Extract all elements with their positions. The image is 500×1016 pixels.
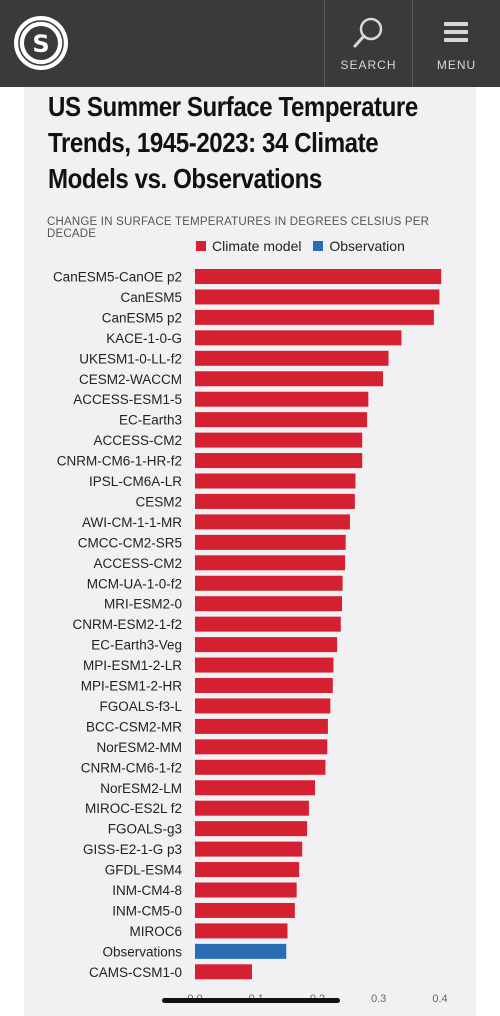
category-label: NorESM2-LM [100,781,182,796]
legend-item-climate-model: Climate model [196,238,301,254]
category-label: KACE-1-0-G [106,331,182,346]
category-label: MPI-ESM1-2-LR [83,658,182,673]
climate-model-bar [195,739,328,755]
climate-model-bar [195,596,342,612]
category-label: ACCESS-CM2 [93,433,182,448]
x-tick-label: 0.4 [432,993,447,1005]
legend-label-observation: Observation [329,238,405,254]
category-label: Observations [102,944,182,959]
climate-model-bar [195,759,326,775]
category-label: NorESM2-MM [96,740,182,755]
climate-model-bar [195,269,442,284]
climate-model-bar [195,534,346,550]
category-label: CAMS-CSM1-0 [89,965,182,980]
top-navigation-bar: S SEARCH MENU [0,0,500,87]
category-label: ACCESS-CM2 [93,556,182,571]
category-label: MPI-ESM1-2-HR [81,679,183,694]
climate-model-bar [195,350,389,366]
climate-model-bar [195,575,343,591]
site-logo-icon[interactable]: S [12,14,70,72]
logo-letter: S [32,30,49,58]
category-label: CNRM-ESM2-1-f2 [72,617,182,632]
category-label: CanESM5 p2 [102,310,182,325]
climate-model-bar [195,616,341,632]
category-label: BCC-CSM2-MR [86,719,182,734]
category-label: CESM2 [135,494,182,509]
category-label: UKESM1-0-LL-f2 [79,351,182,366]
climate-model-bar [195,453,363,469]
climate-model-bar [195,289,440,305]
chart-legend: Climate model Observation [196,238,413,254]
category-label: AWI-CM-1-1-MR [82,515,182,530]
category-label: CESM2-WACCM [79,372,182,387]
x-tick-label: 0.3 [371,993,386,1005]
climate-model-bar [195,718,328,734]
climate-model-bar [195,514,350,530]
climate-model-bar [195,657,334,673]
category-label: INM-CM5-0 [112,903,182,918]
climate-model-bar [195,309,434,325]
category-label: EC-Earth3 [119,413,182,428]
category-label: CanESM5-CanOE p2 [53,270,182,285]
climate-model-bar [195,555,346,571]
category-label: ACCESS-ESM1-5 [73,392,182,407]
climate-model-bar [195,330,402,346]
category-label: FGOALS-f3-L [99,699,182,714]
climate-model-bar [195,902,295,918]
climate-model-bar [195,371,384,387]
category-label: GISS-E2-1-G p3 [83,842,182,857]
climate-model-bar [195,841,303,857]
search-label: SEARCH [340,58,397,72]
category-label: CanESM5 [120,290,182,305]
climate-model-bar [195,923,288,939]
bar-chart: CanESM5-CanOE p2 CanESM5 CanESM5 p2 KACE-1-… [53,269,448,1005]
category-label: CNRM-CM6-1-HR-f2 [57,454,182,469]
menu-button[interactable]: MENU [412,0,500,87]
climate-model-bar [195,473,356,489]
search-button[interactable]: SEARCH [324,0,412,87]
home-indicator [162,998,340,1003]
climate-model-bar [195,780,316,796]
climate-model-bar [195,678,333,693]
category-label: EC-Earth3-Veg [91,638,182,653]
category-label: GFDL-ESM4 [105,863,183,878]
chart-card: US Summer Surface Temperature Trends, 19… [24,87,476,1016]
legend-swatch-observation [313,241,324,251]
chart-title: US Summer Surface Temperature Trends, 19… [48,91,418,194]
legend-item-observation: Observation [313,238,405,254]
climate-model-bar [195,882,297,898]
category-label: MRI-ESM2-0 [104,597,182,612]
category-label: CMCC-CM2-SR5 [78,535,182,550]
category-label: MCM-UA-1-0-f2 [87,576,182,591]
climate-model-bar [195,821,308,837]
climate-model-bar [195,964,252,980]
category-label: IPSL-CM6A-LR [89,474,182,489]
chart-subtitle: CHANGE IN SURFACE TEMPERATURES IN DEGREE… [47,216,430,240]
search-icon [353,17,383,48]
category-label: FGOALS-g3 [108,822,182,837]
legend-swatch-climate-model [196,241,206,251]
climate-model-bar [195,391,369,407]
observation-bar [195,943,287,959]
climate-model-bar [195,412,368,428]
hamburger-menu-icon [444,22,468,42]
climate-model-bar [195,493,355,509]
category-label: INM-CM4-8 [112,883,182,898]
climate-model-bar [195,862,300,878]
category-label: CNRM-CM6-1-f2 [81,760,182,775]
menu-label: MENU [436,58,477,72]
category-label: MIROC6 [129,924,182,939]
category-label: MIROC-ES2L f2 [85,801,182,816]
climate-model-bar [195,637,338,653]
climate-model-bar [195,698,331,714]
legend-label-climate-model: Climate model [212,238,302,254]
climate-model-bar [195,432,363,448]
climate-model-bar [195,800,309,816]
